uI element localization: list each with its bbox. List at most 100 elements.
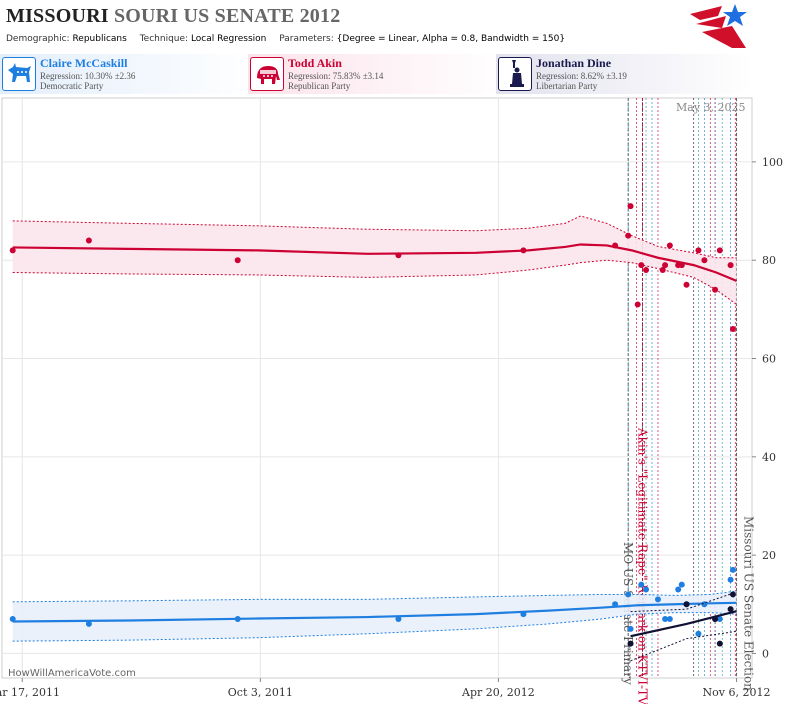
poll-point <box>662 616 669 623</box>
poll-point <box>662 262 669 269</box>
x-tick-label: Nov 6, 2012 <box>703 686 771 699</box>
legend: Claire McCaskill Regression: 10.30% ±2.3… <box>0 54 789 94</box>
poll-point <box>234 616 241 623</box>
poll-point <box>612 601 619 608</box>
poll-point <box>85 620 92 627</box>
band-upper-line <box>630 591 737 613</box>
site-watermark: HowWillAmericaVote.com <box>8 668 136 679</box>
poll-point <box>712 616 719 623</box>
poll-point <box>627 203 634 210</box>
legend-item-mccaskill[interactable]: Claire McCaskill Regression: 10.30% ±2.3… <box>0 54 258 94</box>
y-tick-label: 20 <box>762 549 776 562</box>
poll-point <box>638 262 645 269</box>
band-upper-line <box>12 590 737 603</box>
poll-point <box>643 586 650 593</box>
poll-point <box>9 247 16 254</box>
date-stamp: May 3, 2025 <box>676 101 746 114</box>
poll-point <box>85 237 92 244</box>
band-lower-line <box>12 612 737 642</box>
poll-chart: 020406080100MO US Senate PrimaryAkin's "… <box>0 97 783 704</box>
band-upper-line <box>12 215 737 259</box>
y-tick-label: 80 <box>762 254 776 267</box>
poll-point <box>727 262 734 269</box>
candidate-regression: Regression: 8.62% ±3.19 <box>536 71 627 81</box>
poll-point <box>625 232 632 239</box>
event-label: Missouri US Senate Election <box>742 516 756 691</box>
poll-point <box>678 581 685 588</box>
parameters-label: Parameters: <box>279 34 334 44</box>
poll-point <box>683 601 690 608</box>
poll-point <box>234 257 241 264</box>
band-lower-line <box>630 630 737 662</box>
poll-point <box>716 616 723 623</box>
x-tick-label: Apr 20, 2012 <box>461 686 535 699</box>
poll-point <box>9 616 16 623</box>
poll-point <box>627 640 634 647</box>
poll-point <box>520 247 527 254</box>
donkey-icon <box>2 57 36 91</box>
candidate-name: Todd Akin <box>288 56 342 70</box>
event-label: Akin's "Legitimate Rape" Remark on KTVI-… <box>635 427 649 704</box>
poll-point <box>395 252 402 259</box>
title-rest: SOURI US SENATE 2012 <box>113 5 341 27</box>
candidate-regression: Regression: 10.30% ±2.36 <box>40 71 136 81</box>
poll-point <box>666 616 673 623</box>
parameters-value: {Degree = Linear, Alpha = 0.8, Bandwidth… <box>336 34 566 44</box>
x-tick-label: Mar 17, 2011 <box>0 686 60 699</box>
poll-point <box>729 566 736 573</box>
poll-point <box>727 576 734 583</box>
plot-frame <box>1 97 753 679</box>
demographic-label: Demographic: <box>6 34 70 44</box>
liberty-statue-icon <box>498 57 532 91</box>
poll-point <box>727 606 734 613</box>
chart-parameters: Demographic: Republicans Technique: Loca… <box>6 34 575 44</box>
chart-header: MISSOURI SOURI US SENATE 2012 Demographi… <box>0 0 789 52</box>
site-logo-icon <box>690 4 747 48</box>
poll-point <box>729 326 736 333</box>
poll-point <box>625 591 632 598</box>
confidence-band <box>12 215 737 305</box>
y-tick-label: 100 <box>762 156 783 169</box>
poll-point <box>612 242 619 249</box>
poll-point <box>712 286 719 293</box>
poll-point <box>675 586 682 593</box>
y-tick-label: 0 <box>762 647 769 660</box>
poll-point <box>520 611 527 618</box>
candidate-party: Democratic Party <box>40 81 104 91</box>
poll-point <box>666 242 673 249</box>
poll-point <box>729 591 736 598</box>
candidate-name: Claire McCaskill <box>40 56 128 70</box>
poll-point <box>643 267 650 274</box>
poll-point <box>634 301 641 308</box>
title-state: MISSOURI <box>6 5 109 27</box>
poll-point <box>683 281 690 288</box>
poll-point <box>627 625 634 632</box>
technique-value: Local Regression <box>190 34 267 44</box>
elephant-icon <box>250 57 284 91</box>
poll-point <box>695 247 702 254</box>
chart-title: MISSOURI SOURI US SENATE 2012 <box>6 5 340 28</box>
poll-point <box>659 267 666 274</box>
poll-point <box>716 247 723 254</box>
poll-point <box>395 616 402 623</box>
y-tick-label: 40 <box>762 451 776 464</box>
poll-point <box>695 630 702 637</box>
poll-point <box>654 596 661 603</box>
legend-item-akin[interactable]: Todd Akin Regression: 75.83% ±3.14 Repub… <box>248 54 506 94</box>
regression-line <box>12 243 737 282</box>
poll-point <box>716 640 723 647</box>
poll-point <box>701 257 708 264</box>
poll-point <box>638 581 645 588</box>
candidate-name: Jonathan Dine <box>536 56 612 70</box>
regression-line <box>630 610 737 638</box>
candidate-party: Republican Party <box>288 81 351 91</box>
technique-label: Technique: <box>139 34 189 44</box>
x-tick-label: Oct 3, 2011 <box>228 686 293 699</box>
candidate-party: Libertarian Party <box>536 81 598 91</box>
band-lower-line <box>12 259 737 305</box>
legend-item-dine[interactable]: Jonathan Dine Regression: 8.62% ±3.19 Li… <box>496 54 754 94</box>
candidate-regression: Regression: 75.83% ±3.14 <box>288 71 384 81</box>
poll-point <box>678 262 685 269</box>
y-tick-label: 60 <box>762 353 776 366</box>
demographic-value: Republicans <box>72 34 127 44</box>
